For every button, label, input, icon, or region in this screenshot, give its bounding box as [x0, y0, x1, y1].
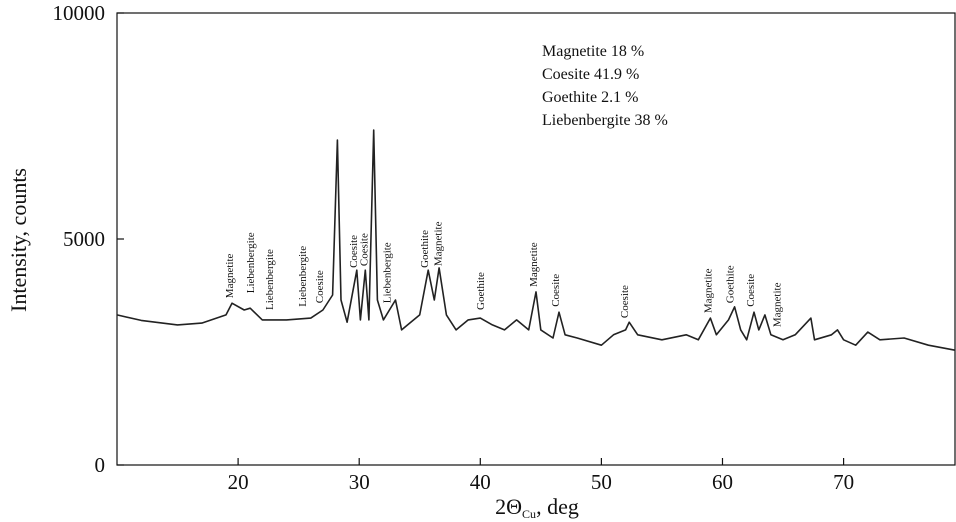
peak-label: Coesite: [348, 235, 360, 268]
composition-entry: Coesite 41.9 %: [542, 66, 639, 83]
peak-label: Magnetite: [772, 282, 784, 327]
y-tick-label: 10000: [53, 1, 106, 25]
peak-label: Magnetite: [224, 253, 236, 298]
peak-label: Coesite: [314, 270, 326, 303]
peak-label: Liebenbergite: [382, 242, 394, 303]
peak-label: Goethite: [724, 265, 736, 303]
plot-frame: [116, 12, 956, 466]
x-tick-label: 70: [833, 470, 854, 494]
x-label-sub: Cu: [522, 507, 536, 521]
peak-label: Magnetite: [433, 221, 445, 266]
composition-entry: Liebenbergite 38 %: [542, 112, 668, 129]
peak-label: Goethite: [419, 230, 431, 268]
peak-label: Coesite: [550, 274, 562, 307]
data-line: [116, 129, 956, 351]
peak-label: Liebenbergite: [264, 249, 276, 310]
composition-entry: Magnetite 18 %: [542, 43, 644, 60]
x-tick-label: 60: [712, 470, 733, 494]
peak-label: Magnetite: [703, 268, 715, 313]
y-tick-label: 0: [95, 453, 106, 477]
y-tick-label: 5000: [63, 227, 105, 251]
y-axis-label: Intensity, counts: [6, 168, 31, 312]
peak-label: Goethite: [475, 272, 487, 310]
x-label-main: 2Θ: [495, 494, 522, 519]
x-tick-label: 20: [228, 470, 249, 494]
composition-entry: Goethite 2.1 %: [542, 89, 638, 106]
peak-label: Magnetite: [528, 242, 540, 287]
peak-label: Coesite: [745, 274, 757, 307]
peak-label: Coesite: [619, 285, 631, 318]
peak-label: Liebenbergite: [297, 246, 309, 307]
x-tick-label: 40: [470, 470, 491, 494]
peak-label: Liebenbergite: [245, 232, 257, 293]
x-label-rest: , deg: [536, 494, 579, 519]
x-tick-label: 50: [591, 470, 612, 494]
x-tick-label: 30: [349, 470, 370, 494]
peak-label: Coesite: [359, 233, 371, 266]
x-axis-label: 2ΘCu, deg: [495, 494, 579, 521]
